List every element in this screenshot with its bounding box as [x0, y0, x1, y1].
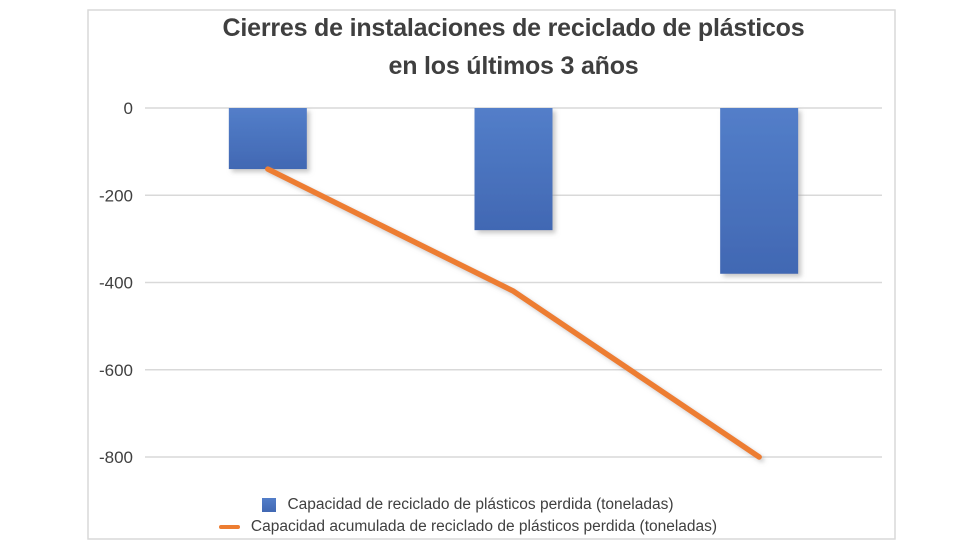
chart-title: Cierres de instalaciones de reciclado de… — [145, 9, 882, 85]
y-axis-tick-label: -200 — [99, 186, 133, 205]
y-axis-tick-label: -800 — [99, 448, 133, 467]
chart-frame — [87, 9, 896, 540]
legend-item-line-series: Capacidad acumulada de reciclado de plás… — [218, 516, 718, 537]
y-axis-tick-label: -400 — [99, 274, 133, 293]
line-series-swatch-icon — [218, 524, 240, 529]
y-axis-tick-label: 0 — [124, 99, 133, 118]
legend-label-line-series: Capacidad acumulada de reciclado de plás… — [250, 517, 718, 535]
bar-year-2 — [474, 108, 553, 231]
y-axis-tick-label: -600 — [99, 361, 133, 380]
bar-series-swatch-icon — [262, 497, 277, 512]
legend-item-bar-series: Capacidad de reciclado de plásticos perd… — [262, 494, 674, 515]
bar-year-1 — [228, 108, 307, 170]
cumulative-line — [265, 166, 762, 460]
chart-title-line-1: Cierres de instalaciones de reciclado de… — [222, 14, 805, 42]
bar-year-3 — [720, 108, 799, 274]
legend: Capacidad de reciclado de plásticos perd… — [88, 494, 848, 537]
chart-title-line-2: en los últimos 3 años — [388, 52, 639, 80]
legend-label-bar-series: Capacidad de reciclado de plásticos perd… — [287, 495, 674, 513]
